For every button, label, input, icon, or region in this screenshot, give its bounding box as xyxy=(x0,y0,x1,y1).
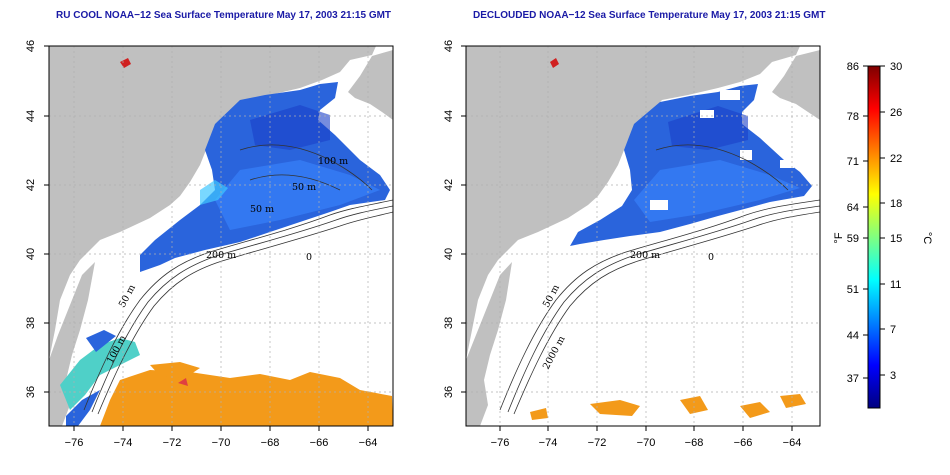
celsius-tick: 7 xyxy=(890,324,896,336)
celsius-tick: 11 xyxy=(890,279,901,291)
land-mass xyxy=(49,46,376,360)
lon-tick: −74 xyxy=(114,437,133,449)
lon-tick: −66 xyxy=(734,437,753,449)
contour-label: 50 m xyxy=(292,182,316,193)
lat-tick: 44 xyxy=(25,110,37,122)
contour-label: 0 xyxy=(306,252,312,263)
lat-tick: 36 xyxy=(443,386,455,398)
right-map-title: DECLOUDED NOAA−12 Sea Surface Temperatur… xyxy=(473,10,826,21)
fahrenheit-tick: 44 xyxy=(847,330,859,342)
fahrenheit-unit-label: °F xyxy=(833,232,845,243)
lat-tick: 38 xyxy=(25,317,37,329)
lon-tick: −66 xyxy=(310,437,329,449)
lat-tick: 46 xyxy=(25,40,37,52)
fahrenheit-tick: 51 xyxy=(847,284,859,296)
celsius-tick: 22 xyxy=(890,153,902,165)
lon-tick: −72 xyxy=(163,437,182,449)
celsius-tick: 18 xyxy=(890,198,902,210)
contour-label: 100 m xyxy=(318,156,348,167)
lon-tick: −68 xyxy=(261,437,280,449)
contour-label: 0 xyxy=(708,252,714,263)
lat-tick: 40 xyxy=(25,248,37,260)
lon-tick: −70 xyxy=(212,437,231,449)
lon-tick: −64 xyxy=(359,437,378,449)
celsius-tick: 30 xyxy=(890,61,902,73)
celsius-tick: 26 xyxy=(890,107,902,119)
lat-tick: 36 xyxy=(25,386,37,398)
contour-label: 200 m xyxy=(630,250,660,261)
right-map-frame xyxy=(465,45,821,427)
fahrenheit-tick: 37 xyxy=(847,373,859,385)
lon-tick: −72 xyxy=(588,437,607,449)
fahrenheit-tick: 59 xyxy=(847,233,859,245)
contour-label: 50 m xyxy=(250,204,274,215)
fahrenheit-tick: 64 xyxy=(847,202,859,214)
lon-tick: −64 xyxy=(783,437,802,449)
celsius-tick: 15 xyxy=(890,233,902,245)
temperature-colorbar xyxy=(867,65,881,409)
right-map: 200 m 50 m 2000 m 0 xyxy=(466,46,820,426)
land-mass xyxy=(466,46,800,360)
warm-water-region xyxy=(100,370,393,426)
left-map-title: RU COOL NOAA−12 Sea Surface Temperature … xyxy=(56,10,392,21)
lat-tick: 44 xyxy=(443,110,455,122)
lat-tick: 38 xyxy=(443,317,455,329)
fahrenheit-tick: 86 xyxy=(847,61,859,73)
fahrenheit-tick: 71 xyxy=(847,156,859,168)
lat-tick: 40 xyxy=(443,248,455,260)
lon-tick: −76 xyxy=(491,437,510,449)
lat-tick: 46 xyxy=(443,40,455,52)
lon-tick: −76 xyxy=(65,437,84,449)
celsius-unit-label: °C xyxy=(921,232,933,244)
lon-tick: −74 xyxy=(539,437,558,449)
lon-tick: −68 xyxy=(685,437,704,449)
left-map: 200 m 50 m 100 m 50 m 100 m 50 m 0 xyxy=(49,46,393,426)
contour-label: 200 m xyxy=(206,250,236,261)
lat-tick: 42 xyxy=(443,179,455,191)
celsius-tick: 3 xyxy=(890,370,896,382)
lon-tick: −70 xyxy=(637,437,656,449)
lat-tick: 42 xyxy=(25,179,37,191)
fahrenheit-tick: 78 xyxy=(847,111,859,123)
